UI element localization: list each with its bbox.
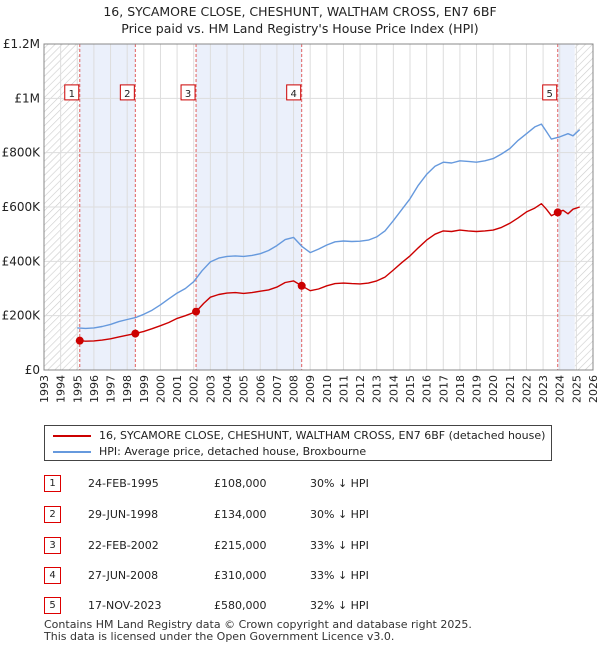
transaction-hpi-diff: 33% ↓ HPI: [310, 569, 369, 582]
x-tick-label: 2021: [504, 375, 517, 403]
hpi-series-line: [77, 123, 581, 330]
x-tick-label: 2023: [537, 375, 550, 403]
transaction-date: 29-JUN-1998: [88, 508, 159, 521]
x-tick-label: 2008: [288, 375, 301, 403]
table-row: 4 27-JUN-2008 £310,000 33% ↓ HPI: [44, 567, 564, 585]
x-tick-label: 2015: [404, 375, 417, 403]
transaction-price: £108,000: [214, 477, 267, 490]
sale-label: 1: [69, 89, 75, 100]
title-line-2: Price paid vs. HM Land Registry's House …: [121, 21, 479, 36]
y-tick-label: £200K: [2, 309, 42, 323]
sale-point: [75, 336, 84, 345]
table-row: 2 29-JUN-1998 £134,000 30% ↓ HPI: [44, 506, 564, 524]
x-tick-label: 2000: [154, 375, 167, 403]
transaction-number: 4: [44, 567, 61, 584]
x-tick-label: 2009: [304, 375, 317, 403]
x-tick-label: 2010: [321, 375, 334, 403]
legend: 16, SYCAMORE CLOSE, CHESHUNT, WALTHAM CR…: [44, 425, 552, 461]
x-tick-label: 1995: [71, 375, 84, 403]
x-tick-label: 1994: [55, 375, 68, 403]
sale-label-box: [64, 84, 80, 101]
x-tick-label: 2002: [188, 375, 201, 403]
transaction-price: £580,000: [214, 599, 267, 612]
sale-label: 4: [291, 89, 297, 100]
x-tick-label: 2020: [487, 375, 500, 403]
table-row: 1 24-FEB-1995 £108,000 30% ↓ HPI: [44, 475, 564, 493]
transaction-number: 2: [44, 506, 61, 523]
transaction-date: 17-NOV-2023: [88, 599, 162, 612]
legend-swatch-property: [53, 435, 91, 437]
legend-label-hpi: HPI: Average price, detached house, Brox…: [99, 445, 367, 458]
x-tick-label: 1999: [138, 375, 151, 403]
y-tick-label: £400K: [2, 254, 42, 268]
sale-point: [131, 329, 140, 338]
sale-label: 2: [124, 89, 130, 100]
x-tick-label: 2005: [238, 375, 251, 403]
x-tick-label: 2014: [387, 375, 400, 403]
x-tick-label: 2011: [337, 375, 350, 403]
transaction-hpi-diff: 30% ↓ HPI: [310, 508, 369, 521]
sale-label-box: [542, 84, 558, 101]
x-tick-label: 2024: [554, 375, 567, 403]
sale-label-box: [119, 84, 135, 101]
x-tick-label: 2013: [371, 375, 384, 403]
sale-point: [297, 281, 306, 290]
y-tick-label: £800K: [2, 146, 42, 160]
x-tick-label: 2018: [454, 375, 467, 403]
plot-frame: [43, 43, 594, 371]
sale-label: 5: [547, 89, 553, 100]
legend-item-hpi: HPI: Average price, detached house, Brox…: [53, 445, 366, 459]
sale-point: [553, 208, 562, 217]
transaction-date: 27-JUN-2008: [88, 569, 159, 582]
y-tick-label: £1.2M: [3, 37, 40, 51]
transaction-price: £134,000: [214, 508, 267, 521]
transaction-price: £215,000: [214, 539, 267, 552]
y-tick-label: £0: [25, 363, 40, 377]
x-tick-label: 2012: [354, 375, 367, 403]
transaction-number: 5: [44, 597, 61, 614]
x-tick-label: 1996: [88, 375, 101, 403]
transaction-number: 3: [44, 537, 61, 554]
transaction-hpi-diff: 32% ↓ HPI: [310, 599, 369, 612]
x-tick-label: 1997: [105, 375, 118, 403]
transaction-price: £310,000: [214, 569, 267, 582]
x-tick-label: 2003: [204, 375, 217, 403]
x-tick-label: 2025: [570, 375, 583, 403]
chart-title: 16, SYCAMORE CLOSE, CHESHUNT, WALTHAM CR…: [0, 3, 600, 37]
transaction-date: 24-FEB-1995: [88, 477, 159, 490]
x-tick-label: 2004: [221, 375, 234, 403]
x-tick-label: 2016: [421, 375, 434, 403]
table-row: 3 22-FEB-2002 £215,000 33% ↓ HPI: [44, 537, 564, 555]
y-tick-label: £600K: [2, 200, 42, 214]
sale-label: 3: [185, 89, 191, 100]
transaction-hpi-diff: 30% ↓ HPI: [310, 477, 369, 490]
x-tick-label: 2006: [254, 375, 267, 403]
x-tick-label: 1998: [121, 375, 134, 403]
y-tick-label: £1M: [14, 91, 40, 105]
legend-label-property: 16, SYCAMORE CLOSE, CHESHUNT, WALTHAM CR…: [99, 429, 546, 442]
sale-point: [192, 307, 201, 316]
x-tick-label: 2019: [471, 375, 484, 403]
footer: Contains HM Land Registry data © Crown c…: [44, 619, 472, 643]
table-row: 5 17-NOV-2023 £580,000 32% ↓ HPI: [44, 597, 564, 615]
transaction-hpi-diff: 33% ↓ HPI: [310, 539, 369, 552]
price-chart: 1 2 3 4 5 1993 1994 1995 1996 1997 1998 1999 2000 20…: [2, 37, 600, 403]
legend-item-property: 16, SYCAMORE CLOSE, CHESHUNT, WALTHAM CR…: [53, 429, 545, 443]
x-tick-label: 2017: [437, 375, 450, 403]
footer-copyright: Contains HM Land Registry data © Crown c…: [44, 618, 472, 631]
x-tick-label: 2001: [171, 375, 184, 403]
legend-swatch-hpi: [53, 451, 91, 453]
sale-label-box: [286, 84, 302, 101]
transaction-date: 22-FEB-2002: [88, 539, 159, 552]
property-series-line: [79, 203, 580, 342]
x-tick-label: 2007: [271, 375, 284, 403]
x-tick-label: 1993: [38, 375, 51, 403]
transaction-number: 1: [44, 475, 61, 492]
x-tick-label: 2026: [587, 375, 600, 403]
sale-label-box: [180, 84, 196, 101]
footer-licence: This data is licensed under the Open Gov…: [44, 630, 395, 643]
x-tick-label: 2022: [520, 375, 533, 403]
title-line-1: 16, SYCAMORE CLOSE, CHESHUNT, WALTHAM CR…: [103, 4, 497, 19]
